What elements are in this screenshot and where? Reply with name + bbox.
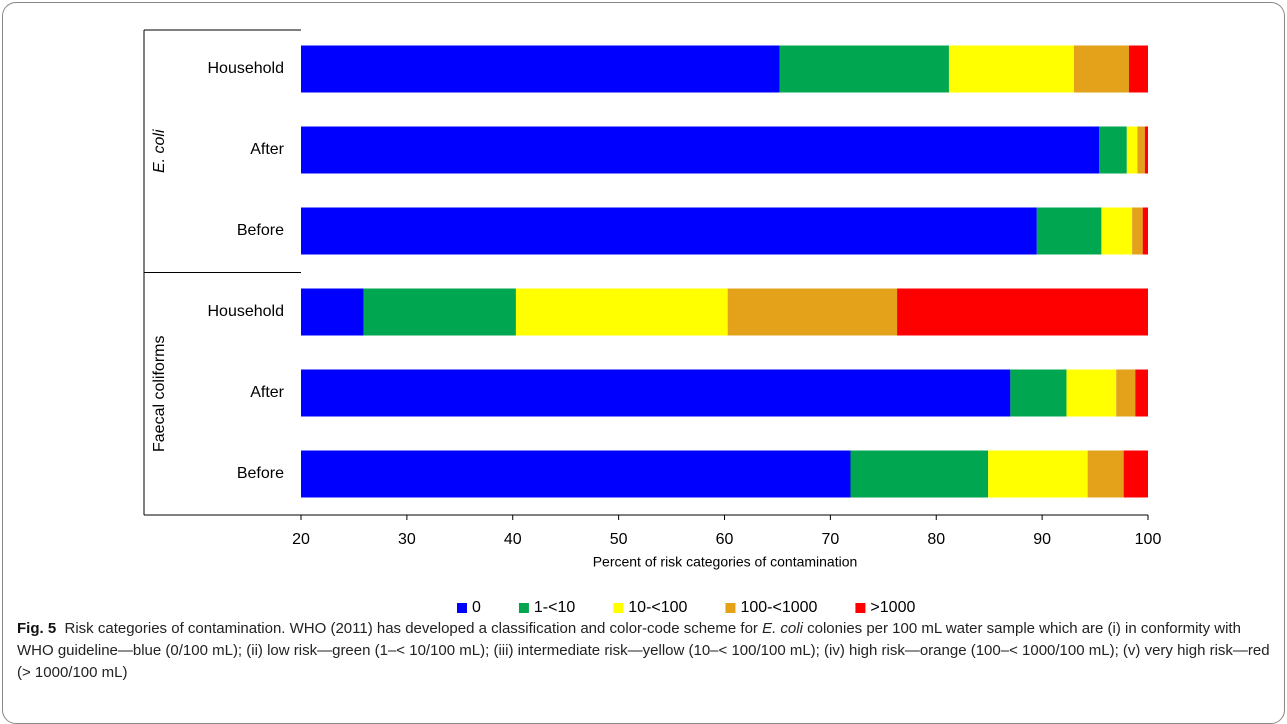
bar-segment — [1128, 45, 1148, 93]
bar-segment — [1123, 450, 1148, 498]
x-tick-label: 100 — [1135, 531, 1162, 548]
y-tick-label: After — [250, 384, 284, 401]
caption: Fig. 5 Risk categories of contamination.… — [17, 618, 1272, 684]
legend-label: 0 — [472, 599, 481, 616]
bar-segment — [1101, 207, 1133, 255]
x-tick-label: 80 — [927, 531, 945, 548]
group-label: Faecal coliforms — [151, 336, 168, 452]
bar-segment — [301, 207, 1037, 255]
bar-segment — [1066, 369, 1117, 417]
bar-segment — [779, 45, 949, 93]
chart: Percent of risk categories of contaminat… — [143, 29, 1162, 616]
bar-segment — [948, 45, 1074, 93]
caption-text: colonies per 100 mL water sample which a… — [17, 620, 1270, 681]
legend-label: 1-<10 — [534, 599, 575, 616]
bar-segment — [1087, 450, 1124, 498]
x-tick-label: 90 — [1033, 531, 1051, 548]
bar-segment — [1073, 45, 1129, 93]
bar-segment — [301, 369, 1011, 417]
y-tick-label: Household — [208, 303, 285, 320]
bar-segment — [897, 288, 1148, 336]
legend-label: >1000 — [870, 599, 915, 616]
x-tick-label: 40 — [504, 531, 522, 548]
bar-segment — [727, 288, 898, 336]
bar-segment — [1132, 207, 1143, 255]
legend-swatch — [518, 603, 529, 613]
bar-segment — [1126, 126, 1138, 174]
y-tick-label: Household — [208, 60, 285, 77]
legend-swatch — [613, 603, 624, 613]
bar-segment — [1116, 369, 1136, 417]
x-tick-label: 50 — [610, 531, 628, 548]
x-tick-label: 30 — [398, 531, 416, 548]
y-tick-label: Before — [237, 222, 284, 239]
bar-segment — [301, 126, 1100, 174]
legend-swatch — [725, 603, 736, 613]
legend-label: 100-<1000 — [740, 599, 817, 616]
bar-segment — [515, 288, 728, 336]
bar-segment — [301, 450, 851, 498]
caption-text: Risk categories of contamination. WHO (2… — [64, 620, 763, 637]
bar-segment — [1010, 369, 1067, 417]
y-tick-label: After — [250, 141, 284, 158]
x-tick-label: 20 — [292, 531, 310, 548]
bar-segment — [301, 45, 780, 93]
bar-segment — [1144, 126, 1148, 174]
bar-segment — [1135, 369, 1148, 417]
y-tick-label: Before — [237, 465, 284, 482]
bar-segment — [1099, 126, 1127, 174]
x-axis-label: Percent of risk categories of contaminat… — [593, 554, 858, 570]
x-tick-label: 60 — [716, 531, 734, 548]
caption-label: Fig. 5 — [17, 620, 57, 637]
bar-segment — [301, 288, 364, 336]
bar-segment — [1036, 207, 1102, 255]
bar-segment — [850, 450, 989, 498]
legend-swatch — [855, 603, 866, 613]
caption-text: E. coli — [762, 620, 803, 637]
bar-segment — [1142, 207, 1148, 255]
bar-segment — [363, 288, 516, 336]
bar-segment — [988, 450, 1088, 498]
bars — [301, 45, 1148, 498]
legend-label: 10-<100 — [628, 599, 687, 616]
x-tick-label: 70 — [821, 531, 839, 548]
legend-swatch — [457, 603, 467, 613]
group-label: E. coli — [151, 129, 168, 173]
bar-segment — [1137, 126, 1145, 174]
